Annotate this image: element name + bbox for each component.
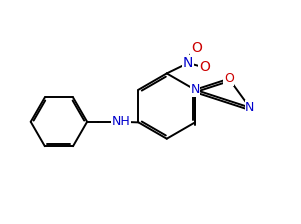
Text: N: N — [190, 83, 200, 96]
Text: O: O — [191, 41, 202, 55]
Text: O: O — [224, 72, 234, 85]
Text: O: O — [199, 60, 210, 74]
Text: N: N — [245, 101, 255, 114]
Text: N: N — [183, 56, 193, 70]
Text: NH: NH — [111, 115, 130, 128]
